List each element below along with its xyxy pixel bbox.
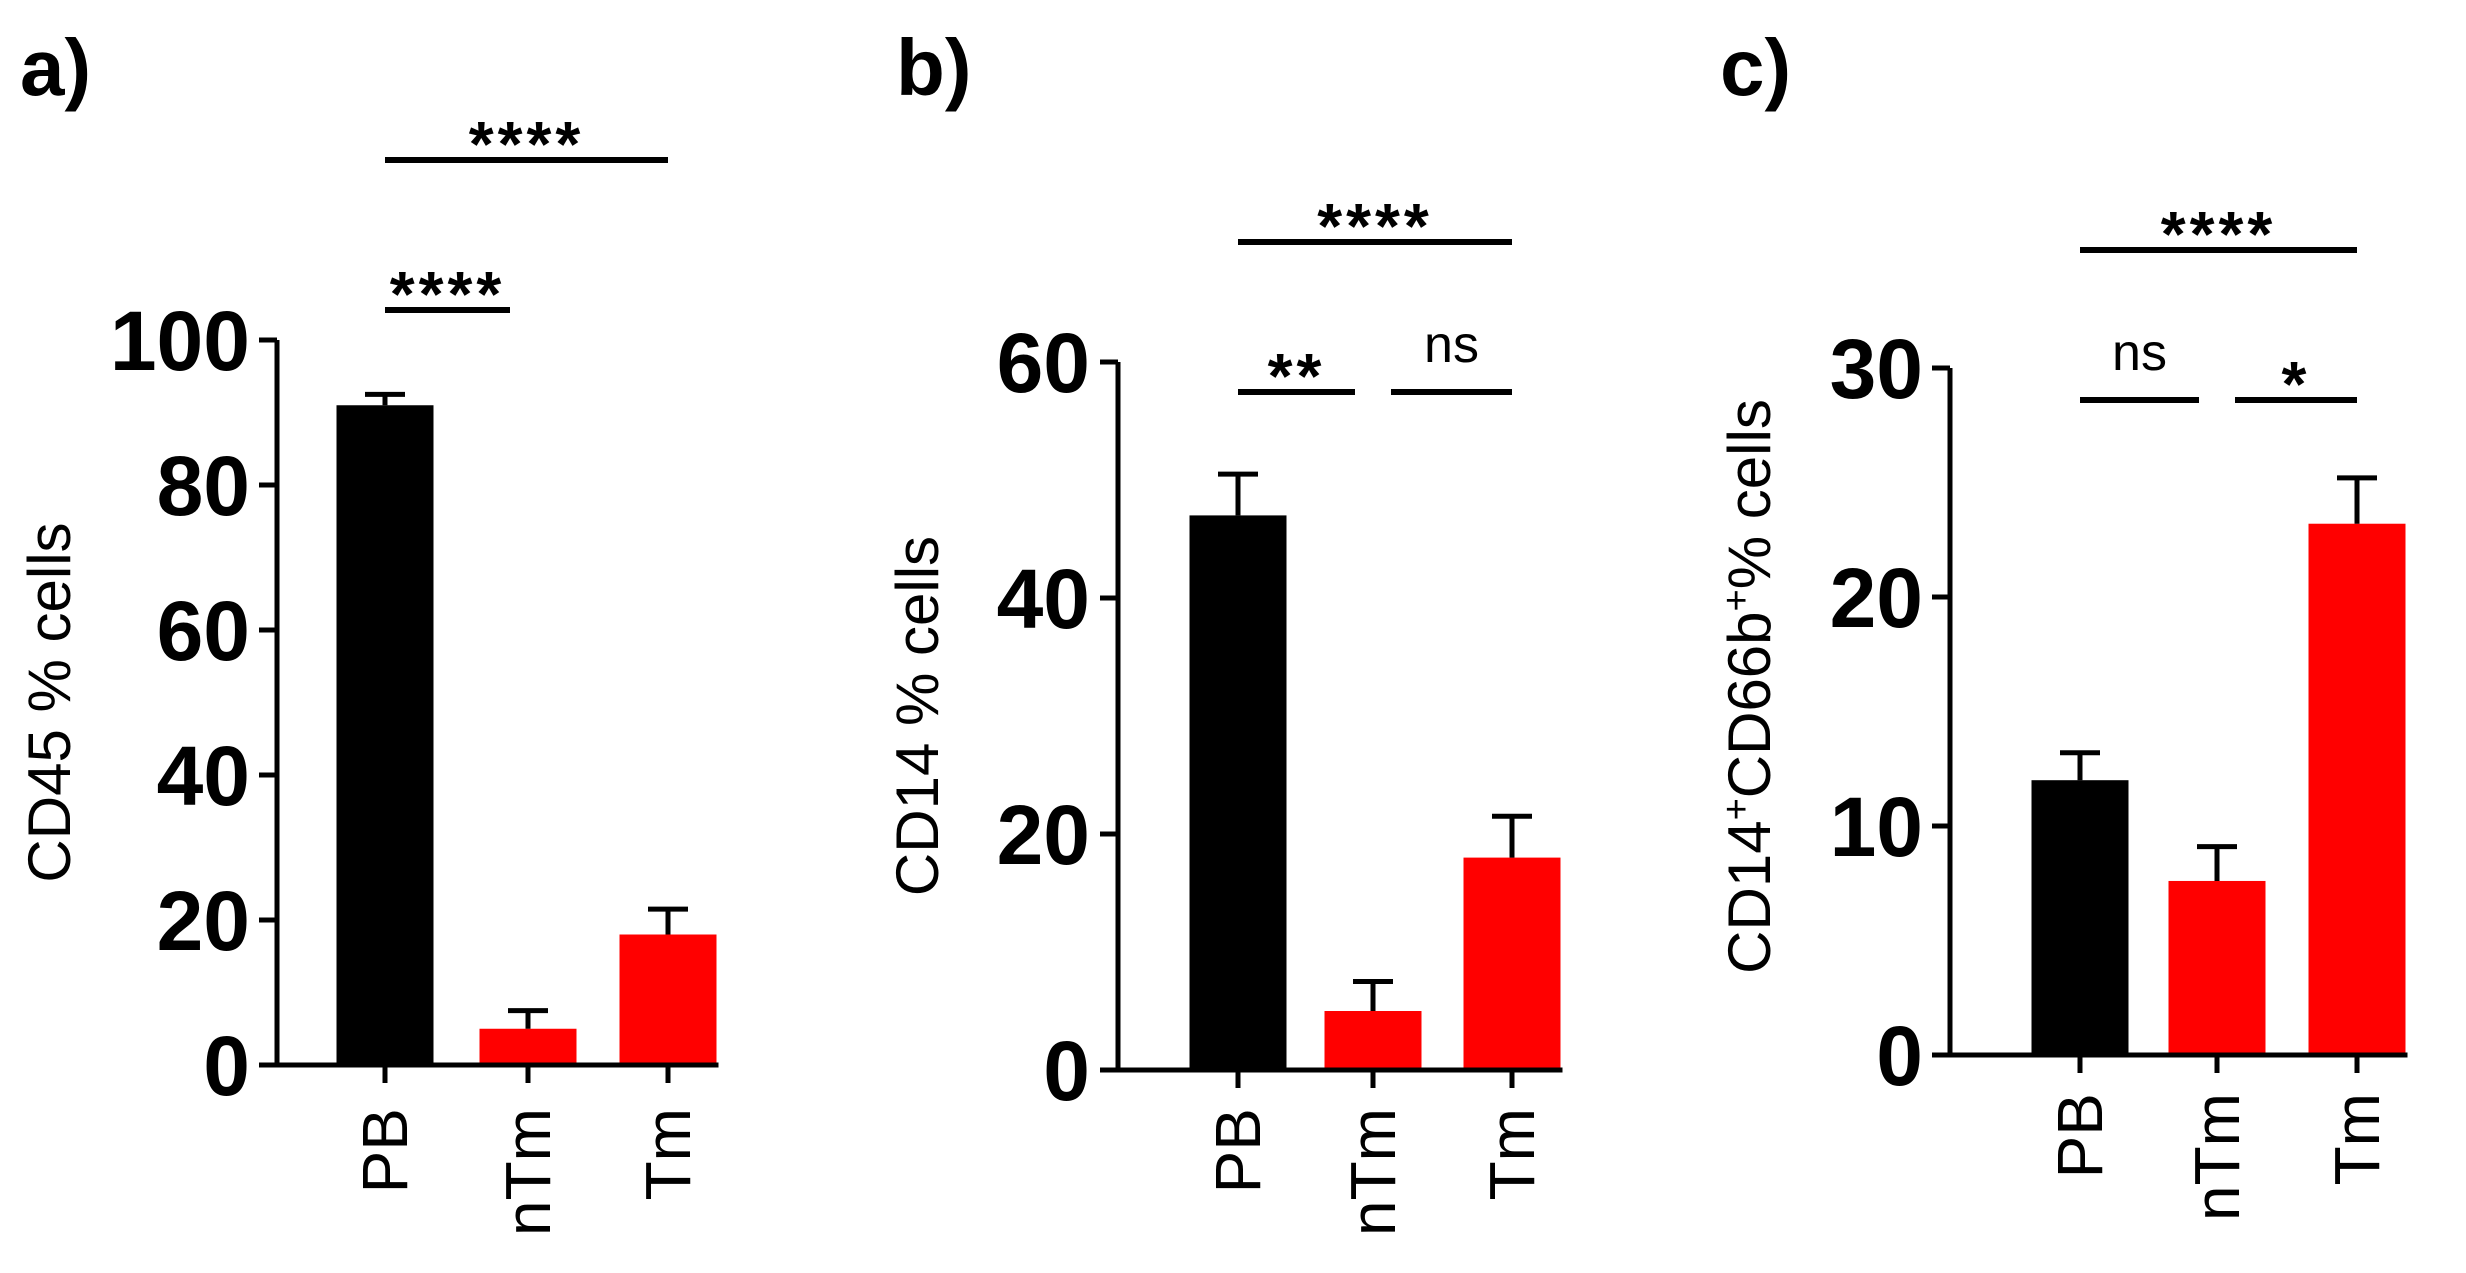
bar-pb [2031, 780, 2129, 1055]
x-tick-label-ntm: nTm [492, 1108, 564, 1236]
y-axis-label-part: % cells [1716, 399, 1783, 589]
y-tick-label: 60 [157, 584, 250, 678]
y-axis-label: CD14+CD66b+% cells [1716, 399, 1783, 974]
panel-label: a) [20, 23, 91, 112]
y-tick-label: 10 [1830, 780, 1923, 874]
significance-label: **** [2161, 198, 2277, 270]
y-tick-label: 100 [110, 294, 250, 388]
y-axis-label-superscript: + [1716, 589, 1758, 611]
bar-ntm [1324, 1011, 1422, 1070]
x-tick-label-ntm: nTm [2181, 1093, 2253, 1221]
panel-label: c) [1720, 23, 1791, 112]
y-tick-label: 20 [997, 788, 1090, 882]
y-axis-label: CD14 % cells [884, 536, 951, 896]
significance-label: **** [390, 258, 506, 330]
y-tick-label: 40 [997, 552, 1090, 646]
bar-ntm [479, 1028, 577, 1065]
y-tick-label: 0 [1876, 1009, 1923, 1103]
significance-label-ns: ns [2112, 324, 2167, 382]
error-bar-pb [365, 391, 405, 406]
bar-tm [619, 934, 717, 1065]
error-bar-ntm [508, 1008, 548, 1029]
x-tick-label-tm: Tm [632, 1108, 704, 1200]
bar-ntm [2168, 880, 2266, 1055]
significance-label: **** [1317, 190, 1433, 262]
bar-tm [1463, 857, 1561, 1070]
y-tick-label: 20 [157, 874, 250, 968]
y-tick-label: 80 [157, 439, 250, 533]
error-bar-pb [1218, 471, 1258, 516]
y-axis-label-part: CD66b [1716, 611, 1783, 798]
x-tick-label-tm: Tm [1476, 1108, 1548, 1200]
error-bar-pb [2060, 750, 2100, 781]
bar-pb [1189, 515, 1287, 1070]
y-tick-label: 20 [1830, 551, 1923, 645]
error-bar-tm [648, 906, 688, 935]
significance-label: ** [1268, 340, 1326, 412]
chart-panel-2: b) 0 20 40 60 PB nTm Tm CD14 % cells ** ns **** [884, 23, 1563, 1236]
y-tick-label: 30 [1830, 322, 1923, 416]
x-tick-label-pb: PB [1202, 1108, 1274, 1193]
error-bar-tm [2337, 475, 2377, 524]
error-bar-tm [1492, 813, 1532, 858]
y-axis-label: CD45 % cells [16, 522, 83, 882]
bar-tm [2308, 523, 2406, 1055]
y-tick-label: 0 [203, 1019, 250, 1113]
x-tick-label-ntm: nTm [1337, 1108, 1409, 1236]
significance-label: * [2282, 348, 2311, 420]
y-axis-label-part: CD14 [1716, 820, 1783, 973]
significance-label-ns: ns [1424, 316, 1479, 374]
bar-pb [336, 405, 434, 1065]
error-bar-ntm [2197, 844, 2237, 881]
y-axis-label-superscript: + [1716, 798, 1758, 820]
x-tick-label-pb: PB [349, 1108, 421, 1193]
error-bar-ntm [1353, 979, 1393, 1011]
chart-panel-1: a) 0 20 40 60 80 100 PB nTm Tm CD45 % cells **** ***… [16, 23, 719, 1236]
panel-label: b) [896, 23, 972, 112]
y-tick-label: 40 [157, 729, 250, 823]
x-tick-label-tm: Tm [2321, 1093, 2393, 1185]
y-tick-label: 60 [997, 316, 1090, 410]
y-tick-label: 0 [1043, 1024, 1090, 1118]
significance-label: **** [469, 108, 585, 180]
x-tick-label-pb: PB [2044, 1093, 2116, 1178]
